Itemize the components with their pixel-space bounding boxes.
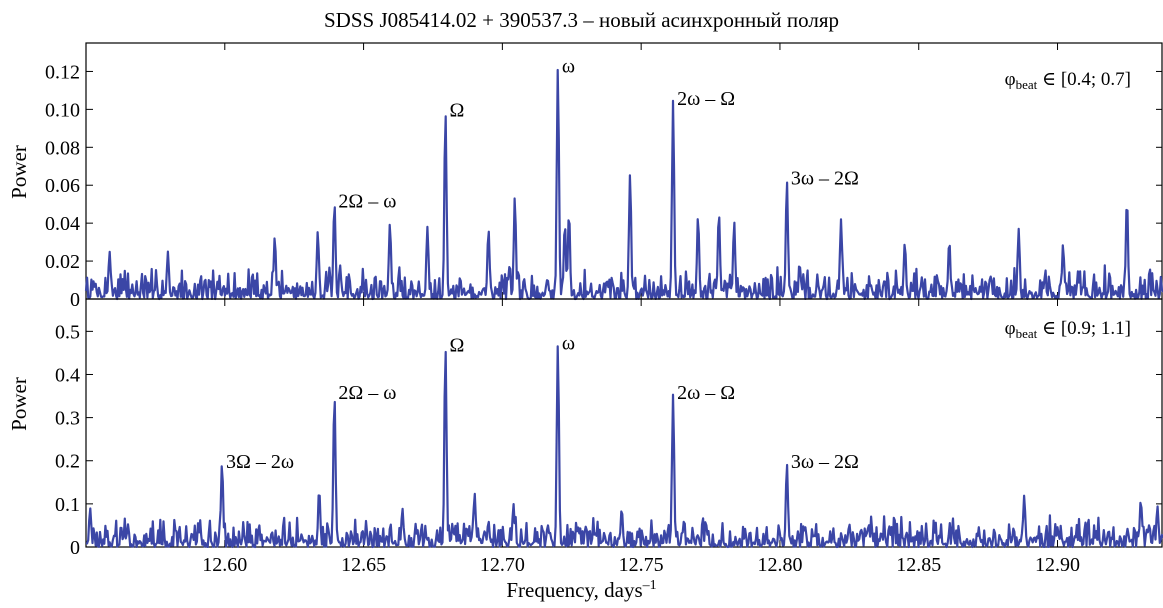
y-tick-label: 0 <box>70 537 80 559</box>
power-spectrum-line <box>84 68 1163 301</box>
x-tick-label: 12.80 <box>757 554 802 576</box>
panel-bottom-legend-prefix: φ <box>1005 318 1016 339</box>
x-tick-label: 12.90 <box>1035 554 1080 576</box>
panel-top-legend-range: ∈ [0.4; 0.7] <box>1037 69 1131 90</box>
y-tick-label: 0.2 <box>55 451 80 473</box>
peak-label: 2ω – Ω <box>677 382 735 404</box>
power-spectrum-line <box>85 345 1163 549</box>
y-tick-label: 0.08 <box>45 137 80 159</box>
peak-label: 3ω – 2Ω <box>791 451 859 473</box>
y-tick-label: 0.04 <box>45 213 80 235</box>
peak-label: Ω <box>449 334 464 356</box>
x-axis-label: Frequency, days–1 <box>0 578 1163 603</box>
x-tick-label: 12.75 <box>619 554 664 576</box>
panel-bottom-ylabel: Power <box>7 377 31 431</box>
peak-label: ω <box>562 56 575 78</box>
x-tick-label: 12.70 <box>480 554 525 576</box>
panel-bottom-legend: φbeat ∈ [0.9; 1.1] <box>1005 318 1131 341</box>
panel-top-ylabel: Power <box>7 145 31 199</box>
panel-bottom: Power φbeat ∈ [0.9; 1.1] 12.60 12.65 12.70… <box>7 298 1163 576</box>
peak-label: Ω <box>449 99 464 121</box>
peak-label: 2ω – Ω <box>677 88 735 110</box>
y-tick-label: 0.1 <box>55 494 80 516</box>
y-tick-label: 0 <box>70 289 80 311</box>
x-tick-label: 12.65 <box>341 554 386 576</box>
x-axis-label-unit-sup: –1 <box>642 578 657 593</box>
y-tick-label: 0.10 <box>45 99 80 121</box>
y-tick-label: 0.12 <box>45 61 80 83</box>
y-tick-label: 0.4 <box>55 364 80 386</box>
panel-bottom-legend-range: ∈ [0.9; 1.1] <box>1037 318 1131 339</box>
panel-top: Power φbeat ∈ [0.4; 0.7] 0 0.02 0.04 0.06 0.… <box>7 42 1163 311</box>
x-axis-label-main: Frequency, days <box>506 578 643 602</box>
peak-label: ω <box>562 332 575 354</box>
peak-label: 2Ω – ω <box>338 382 396 404</box>
peak-label: 3ω – 2Ω <box>791 168 859 190</box>
panel-top-legend: φbeat ∈ [0.4; 0.7] <box>1005 69 1131 92</box>
x-tick-label: 12.60 <box>202 554 247 576</box>
panel-frame <box>85 298 1163 548</box>
y-tick-label: 0.3 <box>55 408 80 430</box>
y-tick-label: 0.06 <box>45 175 80 197</box>
x-tick-label: 12.85 <box>896 554 941 576</box>
peak-label: 3Ω – 2ω <box>226 451 294 473</box>
panel-frame <box>85 42 1163 300</box>
peak-label: 2Ω – ω <box>338 190 396 212</box>
chart-title: SDSS J085414.02 + 390537.3 – новый асинх… <box>323 8 839 32</box>
y-tick-label: 0.02 <box>45 251 80 273</box>
panel-top-legend-prefix: φ <box>1005 69 1016 90</box>
y-tick-label: 0.5 <box>55 321 80 343</box>
panel-bottom-legend-sub: beat <box>1016 326 1038 341</box>
panel-top-legend-sub: beat <box>1016 77 1038 92</box>
